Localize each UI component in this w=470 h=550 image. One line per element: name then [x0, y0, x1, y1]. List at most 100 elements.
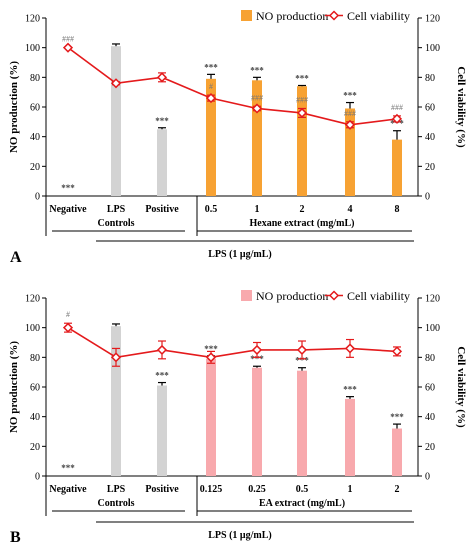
significance-marker: *** [295, 356, 309, 366]
series-point-cell-viability [110, 352, 122, 363]
x-tick-label: 1 [255, 204, 260, 215]
group-label-extract: Hexane extract (mg/mL) [250, 218, 355, 229]
viability-annotation: ### [296, 95, 308, 104]
x-tick-label: 0.5 [296, 484, 309, 495]
bar-no-production [392, 428, 402, 476]
y-tick-label-right: 0 [425, 472, 430, 483]
x-tick-label: 0.25 [248, 484, 266, 495]
series-point-cell-viability [110, 78, 122, 89]
bar-no-production [157, 129, 167, 196]
viability-annotation: # [209, 82, 213, 91]
significance-marker: *** [343, 385, 357, 395]
x-tick-label: Negative [49, 484, 87, 495]
y-tick-label-left: 120 [25, 294, 40, 305]
y-tick-label-left: 40 [30, 412, 40, 423]
legend-swatch-no-production [241, 290, 252, 301]
y-tick-label-left: 100 [25, 323, 40, 334]
y-tick-label-right: 100 [425, 323, 440, 334]
x-tick-label: 4 [348, 204, 353, 215]
series-point-cell-viability [391, 346, 403, 357]
bar-no-production [111, 326, 121, 476]
x-tick-label: 2 [395, 484, 400, 495]
y-tick-label-right: 100 [425, 43, 440, 54]
significance-marker: *** [155, 116, 169, 126]
y-tick-label-right: 20 [425, 162, 435, 173]
significance-marker: *** [204, 344, 218, 354]
legend-marker-cell-viability [328, 290, 340, 301]
series-point-cell-viability [251, 103, 263, 114]
y-axis-title-left: NO production (%) [8, 61, 20, 153]
series-point-cell-viability [205, 93, 217, 104]
group-label-controls: Controls [97, 218, 134, 229]
x-tick-label: 0.5 [205, 204, 218, 215]
y-tick-label-right: 40 [425, 412, 435, 423]
y-tick-label-right: 120 [425, 14, 440, 25]
bar-no-production [206, 358, 216, 476]
bar-no-production [111, 46, 121, 196]
significance-marker: *** [390, 119, 404, 129]
viability-annotation: ### [344, 109, 356, 118]
treatment-label: LPS (1 μg/mL) [208, 249, 271, 260]
x-tick-label: 2 [300, 204, 305, 215]
viability-annotation: # [66, 310, 70, 319]
bar-no-production [345, 108, 355, 196]
series-point-cell-viability [391, 113, 403, 124]
series-point-cell-viability [344, 119, 356, 130]
series-line-cell-viability [67, 47, 398, 126]
y-tick-label-right: 20 [425, 442, 435, 453]
y-tick-label-right: 60 [425, 383, 435, 394]
x-tick-label: Positive [145, 484, 179, 495]
y-tick-label-left: 20 [30, 162, 40, 173]
legend-swatch-no-production [241, 10, 252, 21]
legend-label-cell-viability: Cell viability [347, 9, 410, 23]
significance-marker: *** [390, 412, 404, 422]
series-point-cell-viability [156, 72, 168, 83]
series-point-cell-viability [344, 343, 356, 354]
x-tick-label: 8 [395, 204, 400, 215]
x-tick-label: LPS [107, 484, 126, 495]
significance-marker: *** [250, 354, 264, 364]
significance-marker: *** [343, 91, 357, 101]
significance-marker: *** [61, 463, 75, 473]
y-tick-label-left: 40 [30, 132, 40, 143]
y-axis-title-right: Cell viability (%) [455, 66, 467, 148]
bar-no-production [252, 80, 262, 196]
panel-label: A [10, 249, 22, 266]
series-point-cell-viability [156, 344, 168, 355]
viability-annotation: ### [251, 93, 263, 102]
panel-label: B [10, 529, 21, 546]
bar-no-production [297, 86, 307, 196]
y-tick-label-left: 0 [35, 192, 40, 203]
chart-panel-b: 0 0 20 20 40 40 60 60 80 80 100 100 120 120 NO product… [8, 289, 467, 546]
treatment-label: LPS (1 μg/mL) [208, 530, 271, 541]
y-tick-label-right: 0 [425, 192, 430, 203]
legend-label-no-production: NO production [256, 9, 328, 23]
series-point-cell-viability [205, 352, 217, 363]
series-point-cell-viability [62, 42, 74, 53]
bar-no-production [297, 370, 307, 476]
y-tick-label-left: 60 [30, 103, 40, 114]
y-tick-label-left: 80 [30, 353, 40, 364]
chart-panel-a: 0 0 20 20 40 40 60 60 80 80 100 100 120 120 NO product… [8, 9, 467, 266]
legend-marker-cell-viability [328, 10, 340, 21]
y-tick-label-left: 20 [30, 442, 40, 453]
x-tick-label: 1 [348, 484, 353, 495]
y-tick-label-right: 80 [425, 73, 435, 84]
x-tick-label: Negative [49, 204, 87, 215]
significance-marker: *** [61, 183, 75, 193]
y-tick-label-left: 80 [30, 73, 40, 84]
significance-marker: *** [204, 62, 218, 72]
y-tick-label-right: 60 [425, 103, 435, 114]
y-tick-label-right: 40 [425, 132, 435, 143]
group-label-extract: EA extract (mg/mL) [259, 498, 345, 509]
y-axis-title-left: NO production (%) [8, 341, 20, 433]
significance-marker: *** [295, 73, 309, 83]
legend-label-cell-viability: Cell viability [347, 289, 410, 303]
series-point-cell-viability [251, 344, 263, 355]
series-point-cell-viability [62, 322, 74, 333]
bar-no-production [252, 367, 262, 476]
series-line-cell-viability [67, 326, 398, 359]
bar-no-production [345, 398, 355, 476]
y-tick-label-left: 0 [35, 472, 40, 483]
